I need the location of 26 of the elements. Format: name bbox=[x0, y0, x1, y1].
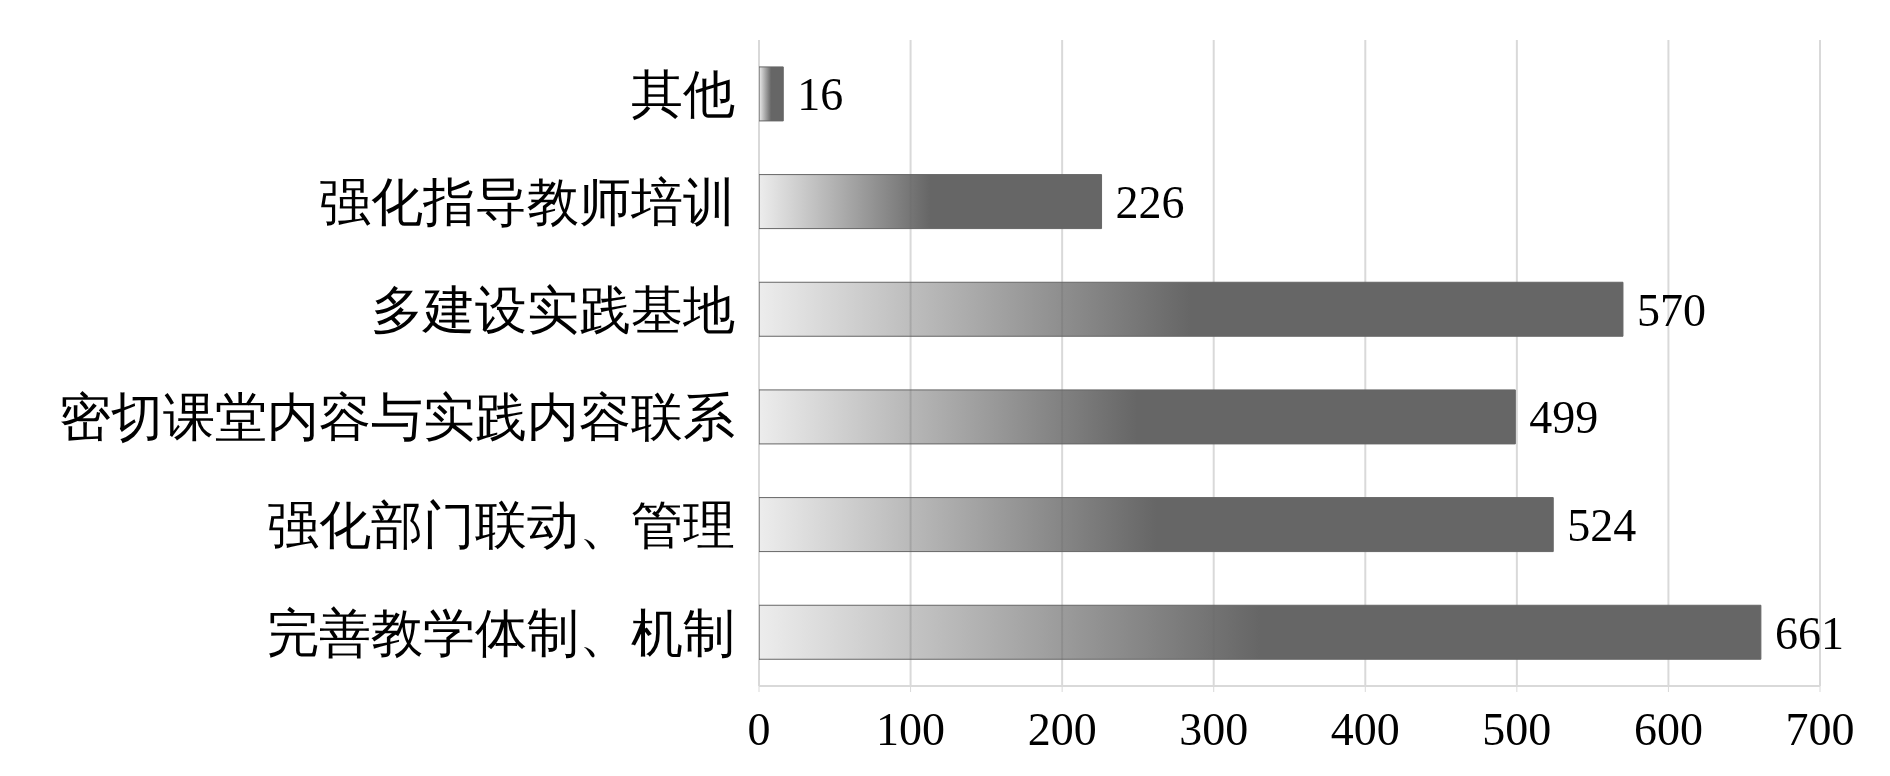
x-tick-label: 600 bbox=[1633, 703, 1703, 755]
y-tick-label: 完善教学体制、机制 bbox=[267, 604, 735, 662]
y-tick-label: 密切课堂内容与实践内容联系 bbox=[59, 389, 735, 447]
data-label: 16 bbox=[797, 69, 844, 121]
x-tick-label: 500 bbox=[1482, 703, 1552, 755]
x-tick-label: 0 bbox=[747, 703, 771, 755]
y-tick-label: 多建设实践基地 bbox=[371, 281, 735, 339]
data-label: 524 bbox=[1567, 499, 1637, 551]
data-label: 499 bbox=[1529, 392, 1599, 444]
data-label: 570 bbox=[1636, 284, 1706, 336]
data-label: 226 bbox=[1115, 176, 1185, 228]
bar bbox=[759, 497, 1554, 553]
bar bbox=[759, 174, 1103, 230]
y-tick-label: 强化部门联动、管理 bbox=[267, 496, 735, 554]
bar bbox=[759, 389, 1516, 445]
bar bbox=[759, 66, 784, 122]
x-tick-label: 100 bbox=[876, 703, 946, 755]
bar bbox=[759, 281, 1624, 337]
data-label: 661 bbox=[1774, 607, 1844, 659]
bar bbox=[759, 604, 1762, 660]
x-tick-label: 400 bbox=[1330, 703, 1400, 755]
y-tick-label: 强化指导教师培训 bbox=[319, 173, 735, 231]
x-tick-label: 700 bbox=[1785, 703, 1855, 755]
x-tick-label: 200 bbox=[1027, 703, 1097, 755]
x-tick-label: 300 bbox=[1179, 703, 1249, 755]
y-tick-label: 其他 bbox=[631, 66, 735, 124]
